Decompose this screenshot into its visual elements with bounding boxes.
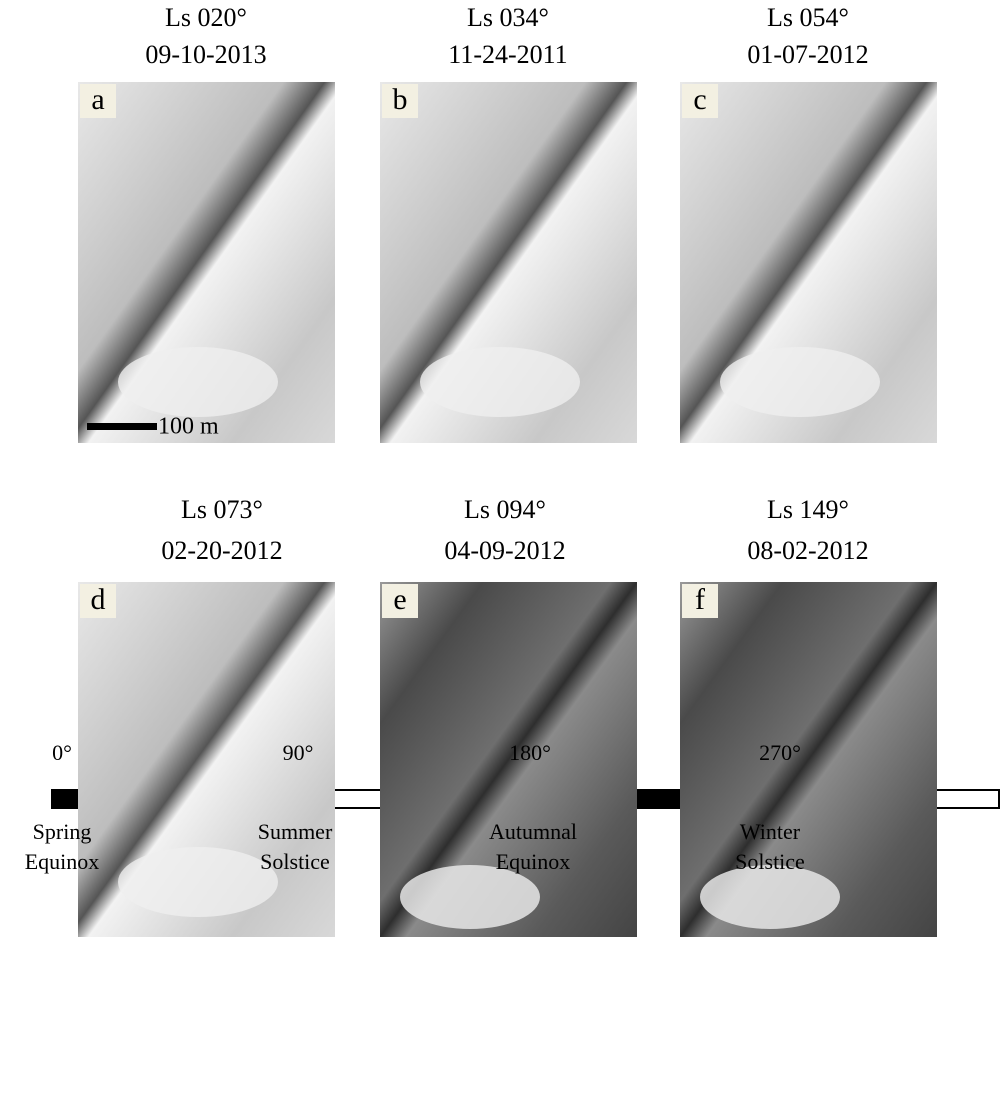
panel-label: e <box>393 583 406 616</box>
season-label: Equinox <box>496 849 571 874</box>
panel-label: a <box>91 83 104 116</box>
panel-date: 08-02-2012 <box>747 536 868 565</box>
dune-bright <box>118 347 278 417</box>
panel-label: f <box>695 583 705 616</box>
page: Ls 020° 09-10-2013 a Ls 034° 11-24-2011 b Ls 0… <box>0 0 1000 1107</box>
timeline-tick: 0° <box>52 740 72 765</box>
panel-ls: Ls 073° <box>181 495 263 524</box>
panel-ls: Ls 020° <box>165 3 247 32</box>
panel-ls: Ls 094° <box>464 495 546 524</box>
panel-label: b <box>393 83 408 116</box>
panel-date: 02-20-2012 <box>161 536 282 565</box>
panel-date: 04-09-2012 <box>444 536 565 565</box>
season-label: Solstice <box>260 849 330 874</box>
panel-date: 11-24-2011 <box>448 40 567 69</box>
panel-ls: Ls 149° <box>767 495 849 524</box>
figure: Ls 020° 09-10-2013 a Ls 034° 11-24-2011 b Ls 0… <box>0 0 1000 1107</box>
season-label: Winter <box>740 819 801 844</box>
panel-ls: Ls 054° <box>767 3 849 32</box>
panel-label: d <box>91 583 106 616</box>
panel-label: c <box>693 83 706 116</box>
timeline-tick: 90° <box>283 740 314 765</box>
panel-date: 09-10-2013 <box>145 40 266 69</box>
scale-label: 100 m <box>158 414 219 440</box>
season-label: Summer <box>258 819 333 844</box>
scale-bar <box>87 423 157 430</box>
season-label: Spring <box>33 819 92 844</box>
dune-bright <box>420 347 580 417</box>
dune-bright <box>720 347 880 417</box>
ice-patch <box>700 865 840 929</box>
season-label: Autumnal <box>489 819 577 844</box>
season-label: Solstice <box>735 849 805 874</box>
ice-patch <box>400 865 540 929</box>
timeline-tick: 270° <box>759 740 801 765</box>
timeline-tick: 180° <box>509 740 551 765</box>
dune-bright <box>118 847 278 917</box>
panel-date: 01-07-2012 <box>747 40 868 69</box>
panel-ls: Ls 034° <box>467 3 549 32</box>
season-label: Equinox <box>25 849 100 874</box>
